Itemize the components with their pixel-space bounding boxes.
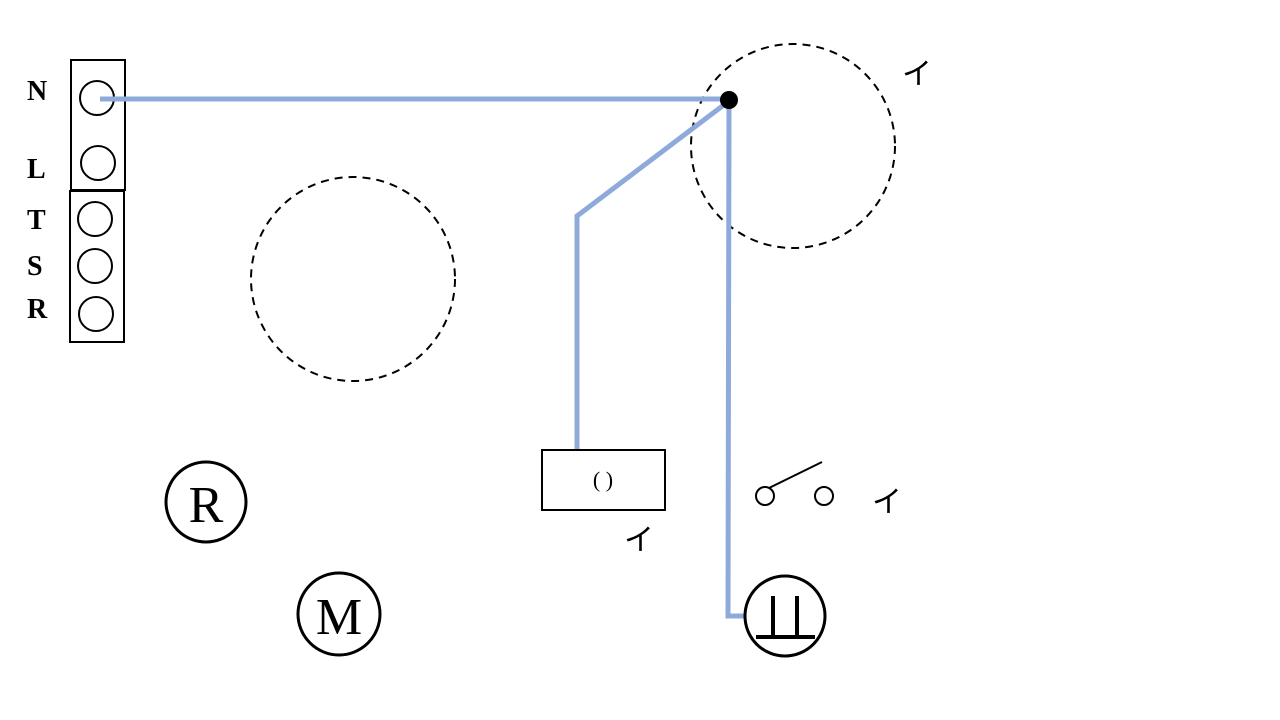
wire-junction-to-lamp — [574, 99, 731, 450]
terminal-block-three-phase — [69, 190, 125, 343]
outlet-circle — [743, 574, 827, 658]
terminal-label-s: S — [27, 251, 43, 282]
motor-symbol: M — [296, 571, 382, 657]
label-kana-box: イ — [624, 523, 654, 558]
terminal-r — [78, 296, 114, 332]
terminal-label-t: T — [27, 205, 46, 236]
terminal-label-n: N — [27, 76, 47, 107]
label-kana-top: イ — [902, 57, 932, 92]
motor-symbol-letter: M — [316, 589, 362, 646]
r-symbol: R — [164, 460, 248, 544]
terminal-s — [77, 248, 113, 284]
switch-contact-left — [755, 486, 775, 506]
terminal-block-single-phase — [70, 59, 126, 191]
switch-lever — [768, 461, 823, 489]
junction-dot — [720, 91, 738, 109]
r-symbol-letter: R — [189, 477, 224, 534]
switch-symbol — [755, 461, 834, 506]
terminal-label-r: R — [27, 294, 48, 325]
wire-junction-to-outlet — [725, 100, 744, 619]
switch-contact-right — [814, 486, 834, 506]
motor-symbol-circle — [296, 571, 382, 657]
terminal-l — [80, 145, 116, 181]
lamp-fixture-box — [541, 449, 666, 511]
outlet-symbol — [743, 574, 827, 658]
wire-group — [100, 96, 744, 619]
terminal-label-l: L — [27, 154, 46, 185]
junction-box-left — [250, 176, 456, 382]
label-kana-switch: イ — [872, 485, 902, 520]
lamp-fixture-label: ( ) — [593, 467, 613, 492]
terminal-t — [77, 201, 113, 237]
junction-box-right — [690, 43, 896, 249]
r-symbol-circle — [164, 460, 248, 544]
